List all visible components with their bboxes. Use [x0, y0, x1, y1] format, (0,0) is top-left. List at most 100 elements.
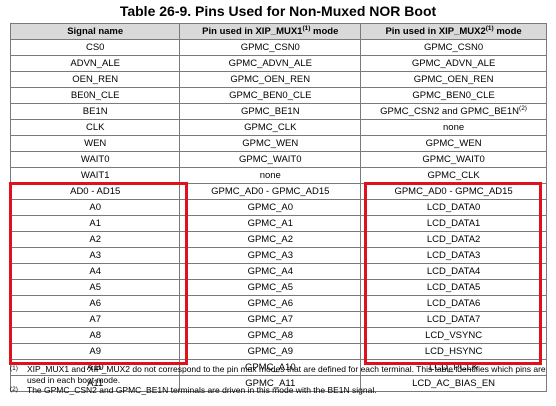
- cell-signal-name: CLK: [9, 119, 181, 136]
- cell-xip-mux1-pin: GPMC_A8: [179, 327, 362, 344]
- cell-text: GPMC_BEN0_CLE: [412, 89, 495, 101]
- cell-text: A11: [87, 377, 104, 389]
- cell-xip-mux1-pin: GPMC_A6: [179, 295, 362, 312]
- cell-text: GPMC_WAIT0: [239, 153, 302, 165]
- header-mode-suffix: mode: [493, 25, 522, 37]
- cell-text: GPMC_A8: [247, 329, 293, 341]
- cell-signal-name: A7: [9, 311, 181, 328]
- cell-signal-name: A8: [9, 327, 181, 344]
- cell-xip-mux2-pin: LCD_DATA0: [360, 199, 547, 216]
- cell-signal-name: A11: [9, 375, 181, 392]
- table-row: WEN GPMC_WEN GPMC_WEN: [9, 135, 547, 152]
- cell-xip-mux1-pin: GPMC_A5: [179, 279, 362, 296]
- footnote-mark: (1): [10, 365, 18, 372]
- footnote-2: (2) The GPMC_CSN2 and GPMC_BE1N terminal…: [10, 385, 547, 396]
- cell-xip-mux2-pin: GPMC_AD0 - GPMC_AD15: [360, 183, 547, 200]
- cell-xip-mux1-pin: none: [179, 167, 362, 184]
- cell-text: LCD_DATA5: [426, 281, 481, 293]
- table-title: Table 26-9. Pins Used for Non-Muxed NOR …: [119, 3, 437, 19]
- footnote-1: (1) XIP_MUX1 and XIP_MUX2 do not corresp…: [10, 364, 547, 385]
- pins-table: Signal name Pin used in XIP_MUX1(1) mode…: [9, 23, 547, 392]
- table-row: A11 GPMC_A11 LCD_AC_BIAS_EN: [9, 375, 547, 392]
- header-xip-mux2-label: Pin used in XIP_MUX2: [385, 25, 486, 37]
- table-row: CLK GPMC_CLK none: [9, 119, 547, 136]
- cell-xip-mux2-pin: GPMC_CSN0: [360, 39, 547, 56]
- cell-text: BE0N_CLE: [70, 89, 120, 101]
- cell-signal-name: ADVN_ALE: [9, 55, 181, 72]
- cell-xip-mux2-pin: GPMC_CSN2 and GPMC_BE1N(2): [360, 103, 547, 120]
- cell-xip-mux1-pin: GPMC_A11: [179, 375, 362, 392]
- cell-text: GPMC_WAIT0: [422, 153, 485, 165]
- cell-text: none: [443, 121, 465, 133]
- cell-signal-name: BE1N: [9, 103, 181, 120]
- cell-xip-mux2-pin: LCD_DATA2: [360, 231, 547, 248]
- cell-text: GPMC_A6: [247, 297, 293, 309]
- cell-text: GPMC_ADVN_ALE: [411, 57, 496, 69]
- footnote-ref: (1): [302, 24, 311, 32]
- cell-text: GPMC_OEN_REN: [230, 73, 311, 85]
- table-row: A6 GPMC_A6 LCD_DATA6: [9, 295, 547, 312]
- cell-xip-mux2-pin: LCD_DATA3: [360, 247, 547, 264]
- table-row: A0 GPMC_A0 LCD_DATA0: [9, 199, 547, 216]
- cell-text: GPMC_A3: [247, 249, 293, 261]
- cell-text: BE1N: [82, 105, 108, 117]
- table-row: BE1N GPMC_BE1N GPMC_CSN2 and GPMC_BE1N(2): [9, 103, 547, 120]
- table-row: A7 GPMC_A7 LCD_DATA7: [9, 311, 547, 328]
- cell-text: AD0 - AD15: [70, 185, 121, 197]
- cell-text: WAIT0: [80, 153, 110, 165]
- cell-signal-name: A4: [9, 263, 181, 280]
- cell-xip-mux1-pin: GPMC_CLK: [179, 119, 362, 136]
- cell-text: GPMC_A1: [247, 217, 293, 229]
- cell-signal-name: BE0N_CLE: [9, 87, 181, 104]
- cell-text: LCD_DATA4: [426, 265, 481, 277]
- cell-text: A0: [89, 201, 101, 213]
- cell-signal-name: CS0: [9, 39, 181, 56]
- cell-text: LCD_HSYNC: [424, 345, 483, 357]
- cell-text: WEN: [84, 137, 107, 149]
- cell-xip-mux1-pin: GPMC_A2: [179, 231, 362, 248]
- cell-text: GPMC_A7: [247, 313, 293, 325]
- cell-signal-name: WEN: [9, 135, 181, 152]
- table-row: A1 GPMC_A1 LCD_DATA1: [9, 215, 547, 232]
- cell-xip-mux2-pin: LCD_AC_BIAS_EN: [360, 375, 547, 392]
- cell-text: A10: [86, 361, 104, 373]
- cell-text: GPMC_OEN_REN: [413, 73, 494, 85]
- cell-text: GPMC_CSN0: [424, 41, 484, 53]
- cell-text: none: [259, 169, 281, 181]
- table-row: WAIT0 GPMC_WAIT0 GPMC_WAIT0: [9, 151, 547, 168]
- table-body: CS0 GPMC_CSN0 GPMC_CSN0 ADVN_ALE GPMC_ADVN_A…: [9, 39, 547, 392]
- cell-signal-name: WAIT0: [9, 151, 181, 168]
- cell-xip-mux1-pin: GPMC_AD0 - GPMC_AD15: [179, 183, 362, 200]
- table-row: OEN_REN GPMC_OEN_REN GPMC_OEN_REN: [9, 71, 547, 88]
- cell-text: GPMC_BEN0_CLE: [229, 89, 312, 101]
- table-row: A3 GPMC_A3 LCD_DATA3: [9, 247, 547, 264]
- cell-text: GPMC_A9: [247, 345, 293, 357]
- cell-signal-name: A9: [9, 343, 181, 360]
- cell-text: OEN_REN: [72, 73, 119, 85]
- cell-text: A5: [89, 281, 101, 293]
- cell-xip-mux2-pin: GPMC_BEN0_CLE: [360, 87, 547, 104]
- header-xip-mux2: Pin used in XIP_MUX2(1) mode: [360, 23, 547, 40]
- cell-text: A7: [89, 313, 101, 325]
- cell-text: A9: [89, 345, 101, 357]
- cell-xip-mux2-pin: LCD_DATA4: [360, 263, 547, 280]
- cell-xip-mux2-pin: GPMC_CLK: [360, 167, 547, 184]
- cell-text: LCD_DATA7: [426, 313, 481, 325]
- cell-text: GPMC_WEN: [425, 137, 482, 149]
- cell-xip-mux2-pin: LCD_DATA7: [360, 311, 547, 328]
- cell-xip-mux2-pin: LCD_DATA5: [360, 279, 547, 296]
- table-header-row: Signal name Pin used in XIP_MUX1(1) mode…: [9, 23, 547, 40]
- cell-text: A6: [89, 297, 101, 309]
- footnote-ref: (1): [485, 24, 494, 32]
- cell-text: LCD_VSYNC: [425, 329, 483, 341]
- cell-text: GPMC_WEN: [242, 137, 299, 149]
- cell-text: GPMC_BE1N: [240, 105, 300, 117]
- cell-text: LCD_PCLK: [429, 361, 479, 373]
- cell-xip-mux1-pin: GPMC_A3: [179, 247, 362, 264]
- cell-xip-mux2-pin: LCD_VSYNC: [360, 327, 547, 344]
- cell-xip-mux1-pin: GPMC_BE1N: [179, 103, 362, 120]
- table-row: BE0N_CLE GPMC_BEN0_CLE GPMC_BEN0_CLE: [9, 87, 547, 104]
- cell-text: A3: [89, 249, 101, 261]
- cell-signal-name: A6: [9, 295, 181, 312]
- cell-xip-mux2-pin: GPMC_ADVN_ALE: [360, 55, 547, 72]
